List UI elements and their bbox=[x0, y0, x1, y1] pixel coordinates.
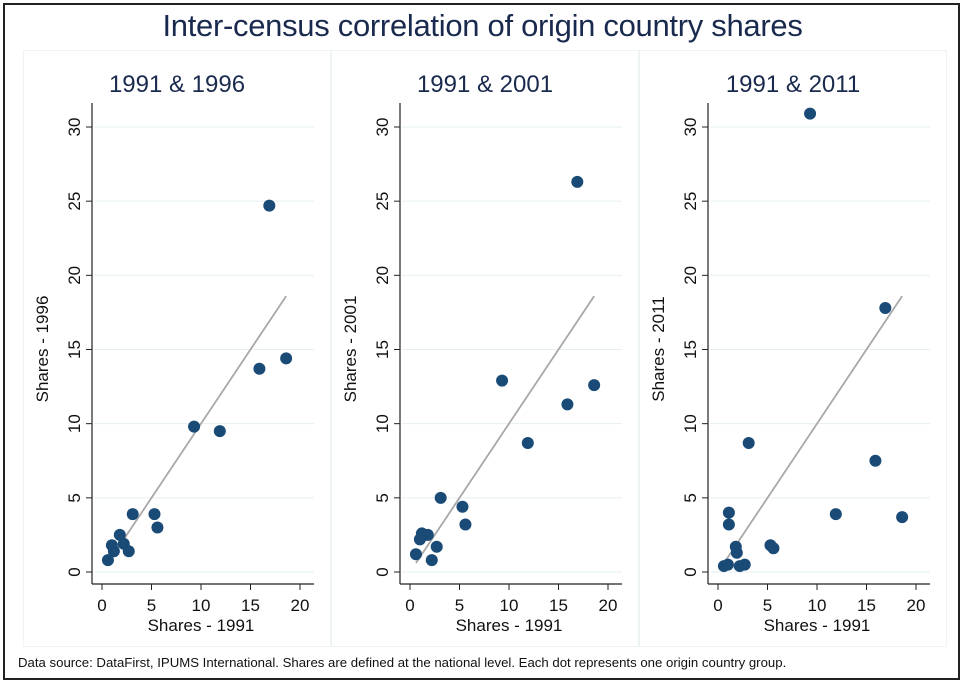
y-tick-label: 30 bbox=[373, 118, 392, 137]
y-tick-label: 10 bbox=[373, 414, 392, 433]
data-point bbox=[721, 558, 734, 571]
y-tick-label: 15 bbox=[681, 340, 700, 359]
data-point bbox=[263, 199, 276, 212]
data-point bbox=[571, 175, 584, 188]
data-point bbox=[151, 521, 164, 534]
x-tick-label: 10 bbox=[192, 596, 211, 615]
y-tick-label: 0 bbox=[373, 567, 392, 576]
y-axis-label: Shares - 2011 bbox=[649, 296, 668, 402]
data-point bbox=[738, 558, 751, 571]
scatter-plot: 0 5 10 15 20 25 30 0 5 10 15 20 Shares - 1991 Shares … bbox=[33, 103, 314, 635]
data-point bbox=[425, 554, 438, 567]
y-tick-label: 10 bbox=[65, 414, 84, 433]
data-point bbox=[804, 107, 817, 120]
data-point bbox=[280, 352, 293, 365]
data-point bbox=[421, 528, 434, 541]
x-tick-label: 0 bbox=[97, 596, 106, 615]
panel-title: 1991 & 2011 bbox=[725, 71, 861, 98]
y-axis-label: Shares - 2001 bbox=[341, 296, 360, 403]
x-tick-label: 15 bbox=[549, 596, 568, 615]
y-tick-label: 20 bbox=[373, 266, 392, 285]
x-tick-label: 5 bbox=[763, 596, 772, 615]
data-point bbox=[742, 436, 755, 449]
panel-1991-1996: 1991 & 1996 0 5 10 15 20 25 30 0 5 10 15 20 Shares -… bbox=[23, 50, 331, 647]
y-tick-label: 15 bbox=[65, 340, 84, 359]
data-point bbox=[730, 546, 743, 559]
data-point bbox=[561, 398, 574, 411]
y-tick-label: 25 bbox=[373, 192, 392, 211]
panel-title: 1991 & 1996 bbox=[108, 71, 246, 98]
data-point bbox=[722, 506, 735, 519]
y-tick-label: 15 bbox=[373, 340, 392, 359]
scatter-plot: 0 5 10 15 20 25 30 0 5 10 15 20 Shares - 1991 Shares … bbox=[341, 103, 622, 635]
scatter-plot: 0 5 10 15 20 25 30 0 5 10 15 20 Shares - 1991 Shares … bbox=[649, 103, 930, 635]
data-point bbox=[253, 362, 266, 375]
fit-line bbox=[723, 295, 903, 564]
y-tick-label: 25 bbox=[681, 192, 700, 211]
y-tick-label: 0 bbox=[65, 567, 84, 576]
data-point bbox=[101, 554, 114, 567]
panel-1991-2001: 1991 & 2001 0 5 10 15 20 25 30 0 5 10 15 20 Shares -… bbox=[331, 50, 639, 647]
data-point bbox=[213, 425, 226, 438]
y-tick-label: 30 bbox=[681, 118, 700, 137]
figure-title: Inter-census correlation of origin count… bbox=[162, 8, 803, 43]
data-point bbox=[430, 540, 443, 553]
x-tick-label: 5 bbox=[455, 596, 464, 615]
data-point bbox=[122, 545, 135, 558]
y-tick-label: 5 bbox=[681, 493, 700, 502]
y-tick-label: 25 bbox=[65, 192, 84, 211]
data-point bbox=[409, 548, 422, 561]
x-axis-label: Shares - 1991 bbox=[764, 616, 871, 635]
y-tick-label: 5 bbox=[373, 493, 392, 502]
data-point bbox=[879, 301, 892, 314]
data-point bbox=[521, 436, 534, 449]
fit-line bbox=[415, 295, 595, 564]
data-point bbox=[829, 508, 842, 521]
y-axis-label: Shares - 1996 bbox=[33, 296, 52, 403]
x-tick-label: 20 bbox=[599, 596, 618, 615]
data-point bbox=[456, 500, 469, 513]
y-tick-label: 0 bbox=[681, 567, 700, 576]
x-tick-label: 0 bbox=[405, 596, 414, 615]
data-point bbox=[126, 508, 139, 521]
x-tick-label: 10 bbox=[500, 596, 519, 615]
data-point bbox=[148, 508, 161, 521]
y-tick-label: 20 bbox=[65, 266, 84, 285]
y-tick-label: 5 bbox=[65, 493, 84, 502]
data-point bbox=[496, 374, 509, 387]
x-tick-label: 20 bbox=[907, 596, 926, 615]
x-tick-label: 15 bbox=[857, 596, 876, 615]
x-tick-label: 15 bbox=[241, 596, 260, 615]
x-tick-label: 5 bbox=[147, 596, 156, 615]
data-point bbox=[722, 518, 735, 531]
data-point bbox=[459, 518, 472, 531]
x-tick-label: 20 bbox=[291, 596, 310, 615]
data-point bbox=[107, 545, 120, 558]
data-point bbox=[188, 420, 201, 433]
data-source-caption: Data source: DataFirst, IPUMS Internatio… bbox=[18, 655, 787, 670]
y-tick-label: 30 bbox=[65, 118, 84, 137]
x-axis-label: Shares - 1991 bbox=[456, 616, 563, 635]
y-tick-label: 10 bbox=[681, 414, 700, 433]
x-tick-label: 0 bbox=[713, 596, 722, 615]
data-point bbox=[869, 454, 882, 467]
panel-1991-2011: 1991 & 2011 0 5 10 15 20 25 30 0 5 10 15 20 Shares -… bbox=[639, 50, 947, 647]
data-point bbox=[896, 511, 909, 524]
y-tick-label: 20 bbox=[681, 266, 700, 285]
x-axis-label: Shares - 1991 bbox=[148, 616, 255, 635]
data-point bbox=[434, 491, 447, 504]
data-point bbox=[588, 379, 601, 392]
data-point bbox=[767, 542, 780, 555]
x-tick-label: 10 bbox=[808, 596, 827, 615]
panel-title: 1991 & 2001 bbox=[416, 71, 554, 98]
